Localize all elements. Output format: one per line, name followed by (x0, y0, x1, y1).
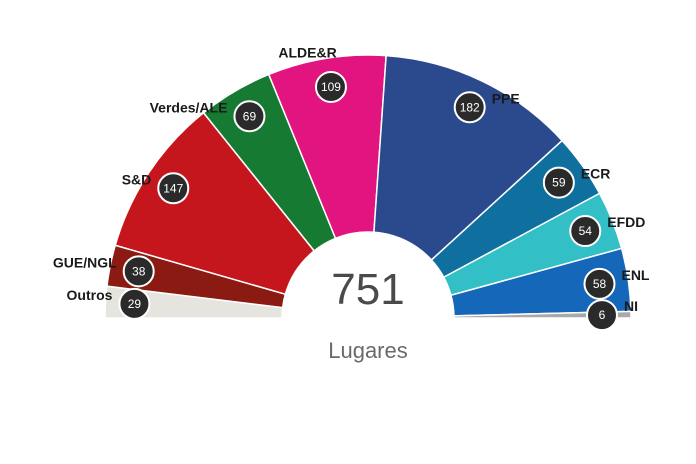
value-label-verdes-ale: 69 (243, 109, 257, 123)
value-badge-verdes-ale (233, 100, 266, 133)
value-label-ecr: 59 (552, 176, 566, 190)
party-label-verdes-ale: Verdes/ALE (150, 99, 228, 115)
value-label-outros: 29 (128, 297, 142, 311)
party-label-ni: NI (624, 298, 638, 314)
total-seats-unit: Lugares (328, 338, 408, 363)
party-label-outros: Outros (67, 287, 113, 303)
value-label-efdd: 54 (579, 224, 593, 238)
value-badge-efdd (569, 215, 602, 248)
party-label-ecr: ECR (581, 166, 611, 182)
value-label-ni: 6 (599, 308, 606, 322)
value-badge-enl (583, 267, 616, 300)
party-label-efdd: EFDD (607, 214, 645, 230)
party-label-aldeandr: ALDE&R (278, 44, 336, 60)
hemicycle-labels: 29 Outros 38 GUE/NGL 147 S&D 69 Verdes/ALE 109 AL… (53, 44, 650, 332)
value-label-ppe: 182 (460, 100, 480, 114)
segment-sandd (114, 111, 316, 296)
party-label-sandd: S&D (122, 171, 152, 187)
segment-ppe (373, 54, 564, 262)
value-label-enl: 58 (593, 277, 607, 291)
value-badge-ecr (542, 166, 575, 199)
value-badge-ppe (453, 91, 486, 124)
total-seats-value: 751 (331, 265, 404, 314)
value-badge-outros (118, 287, 151, 320)
value-badge-aldeandr (314, 70, 347, 103)
party-label-gue-ngl: GUE/NGL (53, 254, 117, 270)
value-badge-ni (585, 299, 618, 332)
value-label-sandd: 147 (163, 181, 183, 195)
value-badge-gue-ngl (122, 255, 155, 288)
party-label-ppe: PPE (492, 90, 520, 106)
party-label-enl: ENL (621, 267, 649, 283)
value-label-aldeandr: 109 (321, 80, 341, 94)
center-hole (283, 233, 453, 403)
value-badge-sandd (157, 172, 190, 205)
value-label-gue-ngl: 38 (132, 264, 146, 278)
